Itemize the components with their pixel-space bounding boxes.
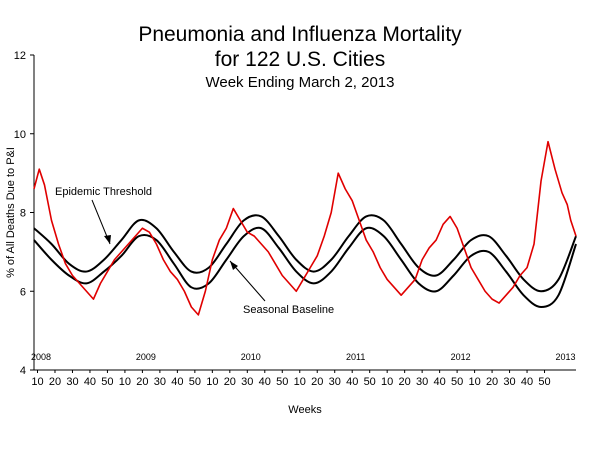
y-tick-label: 6 [20,286,26,298]
y-tick-label: 4 [20,365,26,377]
year-label: 2013 [555,352,575,362]
chart-axes [30,54,576,373]
x-tick-label: 10 [119,376,131,388]
x-tick-label: 30 [416,376,428,388]
x-tick-label: 30 [503,376,515,388]
x-tick-label: 30 [241,376,253,388]
x-axis-title: Weeks [288,404,322,416]
x-tick-label: 30 [154,376,166,388]
x-tick-label: 30 [329,376,341,388]
year-label: 2009 [136,352,156,362]
x-tick-label: 40 [434,376,446,388]
year-label: 2012 [451,352,471,362]
seasonal-baseline-arrowhead [230,261,238,270]
x-tick-label: 20 [136,376,148,388]
x-tick-label: 50 [451,376,463,388]
x-tick-label: 20 [224,376,236,388]
labels-layer: 4 6 8 10 12 10 20 30 40 50 10 20 30 40 50 10 20 30 40 50 10 2… [5,50,576,416]
x-tick-label: 40 [259,376,271,388]
x-tick-label: 50 [189,376,201,388]
x-tick-label: 10 [206,376,218,388]
x-tick-label: 40 [521,376,533,388]
title-block: Pneumonia and Influenza Mortality for 12… [0,22,600,92]
x-tick-label: 10 [31,376,43,388]
chart-title-line-1: Pneumonia and Influenza Mortality [138,23,462,46]
x-tick-label: 20 [311,376,323,388]
x-tick-label: 10 [468,376,480,388]
epidemic-threshold-line [33,214,577,293]
y-tick-label: 10 [14,129,26,141]
year-label: 2008 [31,352,51,362]
chart-title-line-2: for 122 U.S. Cities [214,48,386,71]
x-tick-label: 20 [49,376,61,388]
epidemic-threshold-arrowhead [104,235,111,244]
x-tick-label: 40 [84,376,96,388]
y-tick-label: 12 [14,50,26,62]
year-label: 2011 [346,352,365,362]
seasonal-baseline-annotation: Seasonal Baseline [243,304,334,316]
series-layer [33,140,577,316]
x-tick-label: 50 [276,376,288,388]
x-tick-label: 40 [346,376,358,388]
pi-mortality-line [33,140,577,316]
x-tick-label: 10 [381,376,393,388]
x-tick-label: 30 [66,376,78,388]
x-tick-label: 40 [171,376,183,388]
x-tick-label: 20 [399,376,411,388]
epidemic-threshold-annotation: Epidemic Threshold [55,186,152,198]
chart-subtitle: Week Ending March 2, 2013 [205,74,395,91]
year-label: 2010 [241,352,261,362]
x-tick-label: 20 [486,376,498,388]
seasonal-baseline-line [33,226,577,308]
x-tick-label: 50 [364,376,376,388]
y-axis-title: % of All Deaths Due to P&I [5,147,17,278]
x-tick-label: 50 [538,376,550,388]
x-tick-label: 50 [101,376,113,388]
y-tick-label: 8 [20,208,26,220]
x-tick-label: 10 [294,376,306,388]
